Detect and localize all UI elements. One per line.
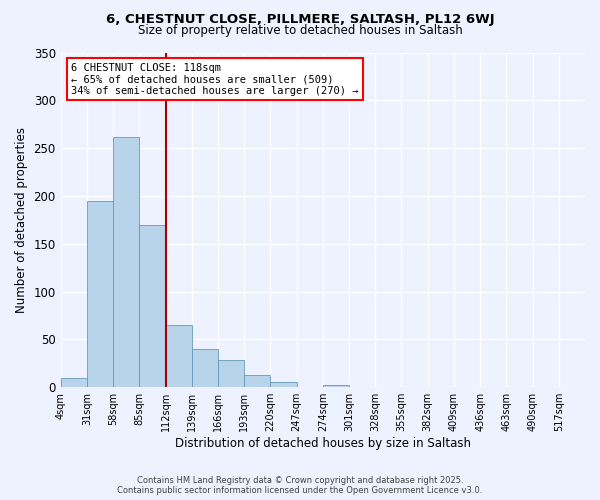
Bar [139,224,166,387]
Text: Size of property relative to detached houses in Saltash: Size of property relative to detached ho… [137,24,463,37]
Text: 6 CHESTNUT CLOSE: 118sqm
← 65% of detached houses are smaller (509)
34% of semi-: 6 CHESTNUT CLOSE: 118sqm ← 65% of detach… [71,62,359,96]
Bar [218,360,244,387]
Text: 6, CHESTNUT CLOSE, PILLMERE, SALTASH, PL12 6WJ: 6, CHESTNUT CLOSE, PILLMERE, SALTASH, PL… [106,12,494,26]
Bar [166,325,192,387]
Bar [61,378,87,387]
Text: Contains HM Land Registry data © Crown copyright and database right 2025.
Contai: Contains HM Land Registry data © Crown c… [118,476,482,495]
Bar [271,382,296,387]
Bar [192,349,218,387]
Bar [244,375,271,387]
X-axis label: Distribution of detached houses by size in Saltash: Distribution of detached houses by size … [175,437,471,450]
Bar [87,200,113,387]
Y-axis label: Number of detached properties: Number of detached properties [15,127,28,313]
Bar [323,386,349,387]
Bar [113,136,139,387]
